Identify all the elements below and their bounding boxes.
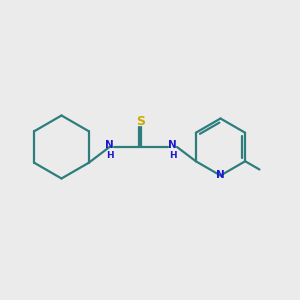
Text: N: N [216,170,225,181]
Text: N: N [168,140,177,150]
Text: H: H [106,151,113,160]
Text: H: H [169,151,176,160]
Text: N: N [105,140,114,150]
Text: S: S [136,115,146,128]
